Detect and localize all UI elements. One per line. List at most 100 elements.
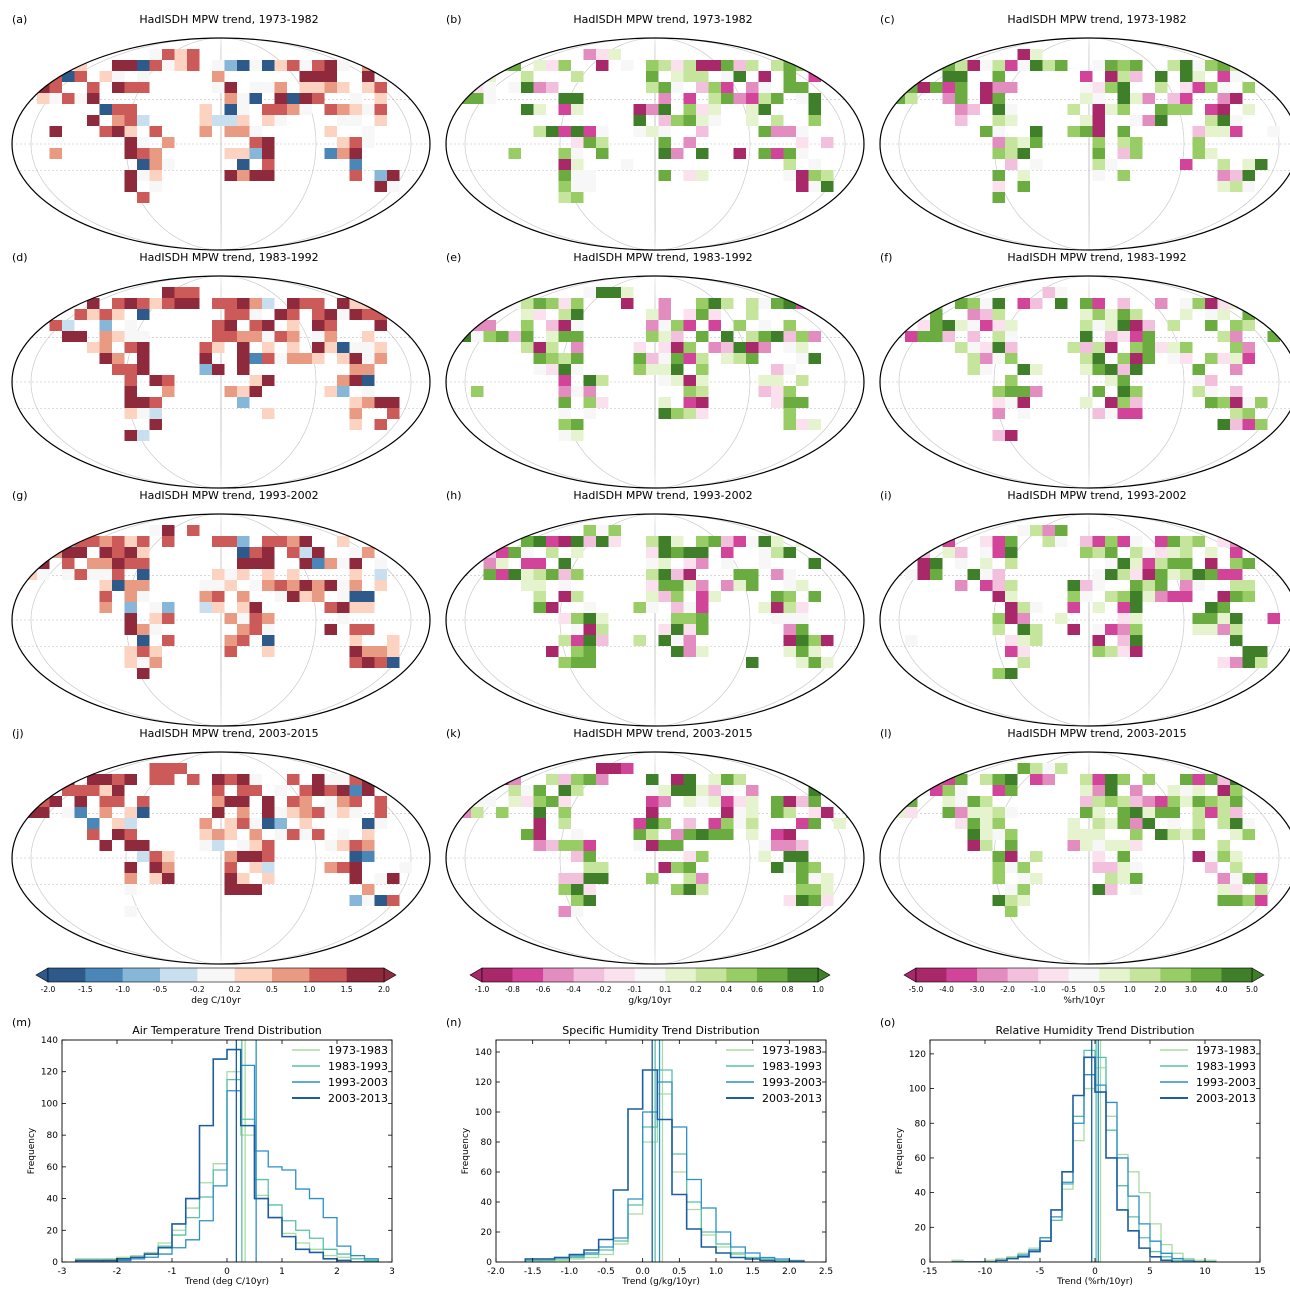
grid-cell — [274, 818, 287, 829]
grid-cell — [1080, 796, 1093, 807]
grid-cell — [571, 148, 584, 159]
grid-cell — [633, 126, 646, 137]
grid-cell — [980, 82, 993, 93]
grid-cell — [224, 104, 237, 115]
grid-cell — [1192, 851, 1205, 862]
grid-cell — [1117, 774, 1130, 785]
grid-cell — [1167, 818, 1180, 829]
grid-cell — [808, 862, 821, 873]
grid-cell — [658, 397, 671, 408]
grid-cell — [374, 353, 387, 364]
grid-cell — [1017, 635, 1030, 646]
grid-cell — [1042, 763, 1055, 774]
grid-cell — [1130, 829, 1143, 840]
grid-cell — [571, 895, 584, 906]
grid-cell — [558, 873, 571, 884]
grid-cell — [312, 342, 325, 353]
grid-cell — [658, 569, 671, 580]
grid-cell — [137, 192, 150, 203]
colorbar-swatch — [1190, 968, 1222, 982]
grid-cell — [671, 547, 684, 558]
grid-cell — [137, 851, 150, 862]
grid-cell — [1117, 840, 1130, 851]
grid-cell — [708, 591, 721, 602]
legend-entry: 1973-1983 — [328, 1044, 388, 1057]
grid-cell — [1180, 536, 1193, 547]
grid-cell — [708, 774, 721, 785]
grid-cell — [237, 536, 250, 547]
grid-cell — [646, 591, 659, 602]
grid-cell — [99, 580, 112, 591]
grid-cell — [533, 364, 546, 375]
grid-cell — [583, 49, 596, 60]
grid-cell — [124, 331, 137, 342]
grid-cell — [124, 558, 137, 569]
grid-cell — [1117, 851, 1130, 862]
grid-cell — [224, 613, 237, 624]
grid-cell — [124, 547, 137, 558]
grid-cell — [1192, 774, 1205, 785]
grid-cell — [1017, 148, 1030, 159]
grid-cell — [262, 796, 275, 807]
y-tick-label: 80 — [915, 1119, 927, 1129]
grid-cell — [746, 829, 759, 840]
colorbar-arrow-high — [1251, 967, 1265, 983]
grid-cell — [1217, 82, 1230, 93]
grid-cell — [571, 309, 584, 320]
grid-cell — [1242, 159, 1255, 170]
grid-cell — [312, 93, 325, 104]
grid-cell — [224, 298, 237, 309]
grid-cell — [583, 386, 596, 397]
grid-cell — [112, 71, 125, 82]
grid-cell — [1167, 320, 1180, 331]
grid-cell — [930, 785, 943, 796]
grid-cell — [1230, 170, 1243, 181]
legend-entry: 1983-1993 — [762, 1060, 822, 1073]
grid-cell — [783, 397, 796, 408]
grid-cell — [671, 591, 684, 602]
grid-cell — [796, 137, 809, 148]
grid-cell — [124, 181, 137, 192]
grid-cell — [224, 536, 237, 547]
grid-cell — [1242, 774, 1255, 785]
grid-cell — [1030, 159, 1043, 170]
grid-cell — [1067, 602, 1080, 613]
grid-cell — [1230, 547, 1243, 558]
colorbar-swatch — [122, 968, 161, 982]
map-title: HadISDH MPW trend, 1973-1982 — [139, 13, 318, 26]
grid-cell — [374, 170, 387, 181]
grid-cell — [74, 569, 87, 580]
grid-cell — [571, 591, 584, 602]
grid-cell — [783, 895, 796, 906]
grid-cell — [458, 536, 471, 547]
grid-cell — [299, 547, 312, 558]
panel-label: (n) — [446, 1016, 462, 1029]
grid-cell — [137, 342, 150, 353]
grid-cell — [992, 104, 1005, 115]
colorbar: -1.0 -0.8 -0.6 -0.4 -0.2 -0.1 0.1 0.2 0.4 0.6 0.8 1… — [469, 967, 831, 1006]
grid-cell — [808, 774, 821, 785]
grid-cell — [1105, 774, 1118, 785]
grid-cell — [942, 547, 955, 558]
grid-cell — [771, 613, 784, 624]
grid-cell — [658, 840, 671, 851]
grid-cell — [1105, 60, 1118, 71]
panel-label: (f) — [880, 251, 892, 264]
grid-cell — [374, 807, 387, 818]
grid-cell — [1205, 547, 1218, 558]
grid-cell — [1242, 320, 1255, 331]
grid-cell — [1092, 170, 1105, 181]
grid-cell — [721, 774, 734, 785]
grid-cell — [771, 375, 784, 386]
grid-cell — [337, 298, 350, 309]
grid-cell — [324, 386, 337, 397]
grid-cell — [1005, 785, 1018, 796]
grid-cell — [187, 287, 200, 298]
grid-cell — [337, 342, 350, 353]
grid-cell — [783, 796, 796, 807]
grid-cell — [955, 785, 968, 796]
grid-cell — [1017, 613, 1030, 624]
colorbar-label: g/kg/10yr — [628, 996, 671, 1006]
grid-cell — [533, 298, 546, 309]
